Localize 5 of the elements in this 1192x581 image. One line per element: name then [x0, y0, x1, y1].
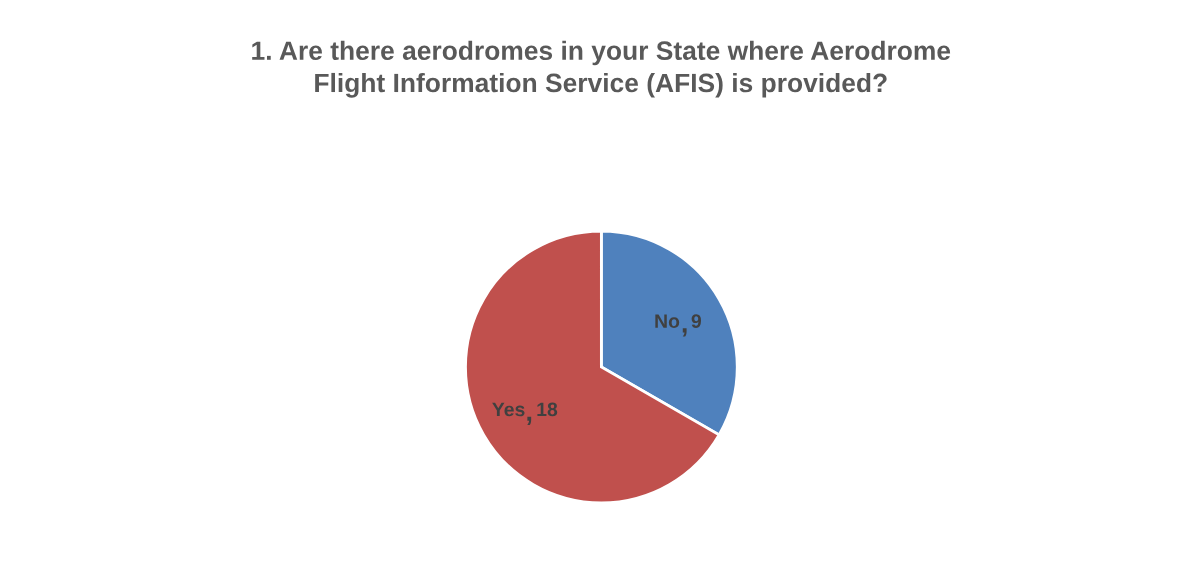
data-label: 9: [691, 314, 702, 328]
slice-label: No: [655, 314, 680, 328]
chart-title: 1. Are there aerodromes in your State where Aerodrome Flight Information Service (AFIS) is provided?: [252, 40, 951, 98]
slice-label: Yes: [492, 402, 525, 417]
data-label: 18: [537, 402, 558, 417]
